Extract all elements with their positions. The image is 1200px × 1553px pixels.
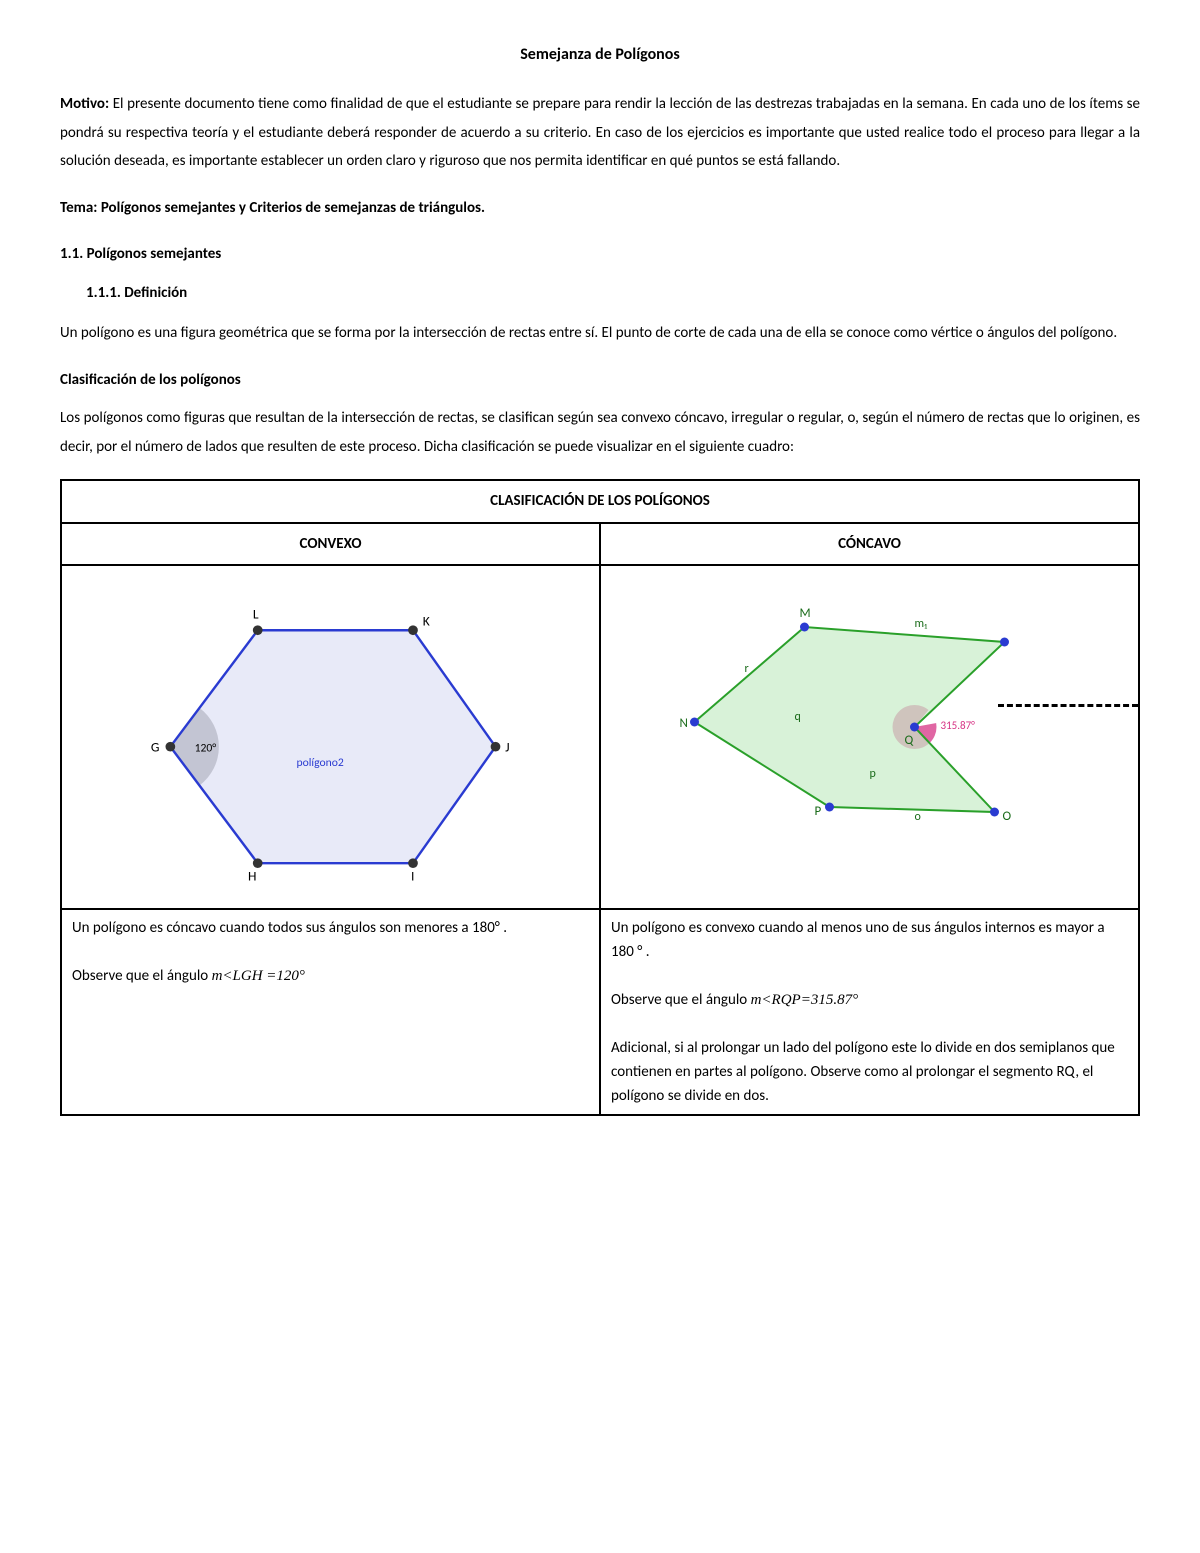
svg-text:P: P [815, 804, 822, 819]
concave-angle-expr: m<RQP=315.87° [751, 992, 858, 1008]
concave-polygon-svg: N M Q O Pm₁ r q p o 315.87° [611, 572, 1128, 872]
convex-description: Un polígono es cóncavo cuando todos sus … [61, 909, 600, 1115]
convex-polygon-svg: G L K J I H 120° polígono2 [72, 572, 589, 902]
svg-text:G: G [151, 739, 160, 756]
convex-desc-line1c: . [503, 919, 507, 937]
tema-heading: Tema: Polígonos semejantes y Criterios d… [60, 194, 1140, 223]
svg-text:M: M [800, 606, 811, 621]
page-title: Semejanza de Polígonos [60, 40, 1140, 70]
motivo-paragraph: Motivo: El presente documento tiene como… [60, 90, 1140, 176]
motivo-label: Motivo: [60, 95, 109, 113]
svg-text:r: r [745, 662, 749, 676]
svg-text:Q: Q [905, 733, 914, 748]
table-header-main: CLASIFICACIÓN DE LOS POLÍGONOS [61, 480, 1139, 523]
section-1-1-1: 1.1.1. Definición [60, 279, 1140, 308]
svg-text:K: K [423, 613, 430, 630]
svg-text:L: L [253, 606, 259, 623]
svg-text:q: q [795, 710, 801, 724]
classification-table: CLASIFICACIÓN DE LOS POLÍGONOS CONVEXO C… [60, 479, 1140, 1116]
svg-text:H: H [248, 868, 256, 885]
svg-text:o: o [915, 810, 921, 824]
concave-figure-cell: N M Q O Pm₁ r q p o 315.87° [600, 565, 1139, 909]
concave-desc-line1c: . [646, 943, 650, 961]
svg-text:120°: 120° [195, 742, 217, 756]
concave-desc-line3: Adicional, si al prolongar un lado del p… [611, 1039, 1115, 1105]
convex-desc-line2a: Observe que el ángulo [72, 967, 212, 985]
svg-text:O: O [1003, 809, 1012, 824]
svg-text:I: I [411, 868, 414, 885]
convex-desc-180: 180° [472, 919, 500, 937]
dashed-extension-line [998, 704, 1138, 707]
convex-angle-expr: m<LGH =120° [212, 968, 305, 984]
concave-desc-line2a: Observe que el ángulo [611, 991, 751, 1009]
svg-text:p: p [870, 767, 876, 781]
convex-figure-cell: G L K J I H 120° polígono2 [61, 565, 600, 909]
svg-text:315.87°: 315.87° [941, 719, 976, 732]
table-header-convexo: CONVEXO [61, 523, 600, 566]
svg-text:m₁: m₁ [915, 617, 928, 631]
svg-text:polígono2: polígono2 [297, 757, 344, 771]
convex-desc-line1a: Un polígono es cóncavo cuando todos sus … [72, 919, 472, 937]
definition-text: Un polígono es una figura geométrica que… [60, 319, 1140, 348]
section-1-1: 1.1. Polígonos semejantes [60, 240, 1140, 269]
motivo-text: El presente documento tiene como finalid… [60, 95, 1140, 170]
table-header-concavo: CÓNCAVO [600, 523, 1139, 566]
clasificacion-text: Los polígonos como figuras que resultan … [60, 404, 1140, 461]
svg-text:J: J [505, 739, 509, 756]
concave-desc-line1a: Un polígono es convexo cuando al menos u… [611, 919, 1105, 961]
concave-desc-deg: ° [637, 943, 642, 961]
concave-description: Un polígono es convexo cuando al menos u… [600, 909, 1139, 1115]
svg-text:N: N [680, 716, 688, 731]
clasificacion-heading: Clasificación de los polígonos [60, 366, 1140, 395]
